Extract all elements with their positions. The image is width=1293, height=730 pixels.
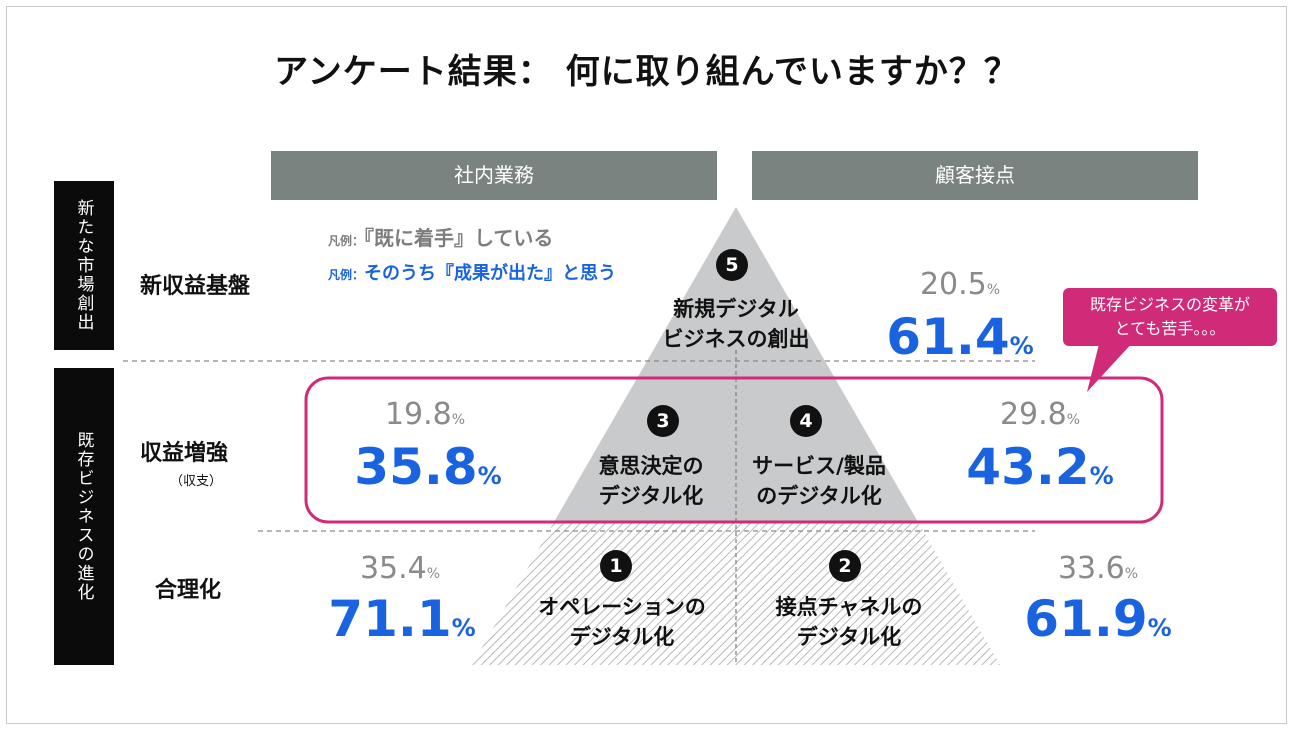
item-5-number: 5: [716, 249, 748, 281]
item-4-started: 29.8%: [999, 397, 1081, 432]
item-4-results: 43.2%: [966, 438, 1114, 496]
item-1-started: 35.4%: [359, 551, 441, 586]
highlight-box: [304, 376, 1164, 524]
item-2-started: 33.6%: [1057, 551, 1139, 586]
item-3-number: 3: [647, 405, 679, 437]
item-4-label: サービス/製品 のデジタル化: [752, 454, 886, 508]
item-5-label: 新規デジタル ビジネスの創出: [662, 297, 810, 351]
side-label-new-market: 新たな市場創出: [54, 181, 114, 350]
side-label-existing-business: 既存ビジネスの進化: [54, 368, 114, 665]
item-2-number: 2: [829, 550, 861, 582]
callout-bubble: 既存ビジネスの変革が とても苦手。。。: [1063, 288, 1277, 346]
item-3-results: 35.8%: [354, 438, 502, 496]
row-label-new-revenue: 新収益基盤: [140, 274, 251, 299]
item-3-started: 19.8%: [384, 397, 466, 432]
item-3-label: 意思決定の デジタル化: [598, 454, 704, 508]
item-2-label: 接点チャネルの デジタル化: [775, 595, 923, 649]
column-header-customer: 顧客接点: [752, 151, 1198, 200]
legend-results: 凡例：そのうち『成果が出た』と思う: [328, 263, 617, 284]
item-4-number: 4: [790, 405, 822, 437]
legend-started: 凡例：『既に着手』している: [328, 226, 554, 250]
page-title: アンケート結果： 何に取り組んでいますか？？: [274, 52, 1019, 92]
column-header-internal: 社内業務: [271, 151, 717, 200]
row-label-revenue-boost: 収益増強: [140, 441, 229, 466]
item-5-started: 20.5%: [919, 267, 1001, 302]
callout-pointer: [1087, 340, 1135, 392]
item-1-results: 71.1%: [328, 590, 476, 648]
item-5-results: 61.4%: [886, 308, 1034, 366]
item-1-label: オペレーションの デジタル化: [538, 595, 706, 649]
row-label-rationalize: 合理化: [155, 578, 222, 603]
item-2-results: 61.9%: [1024, 590, 1172, 648]
row-sublabel: （収支）: [170, 474, 223, 489]
item-1-number: 1: [600, 550, 632, 582]
